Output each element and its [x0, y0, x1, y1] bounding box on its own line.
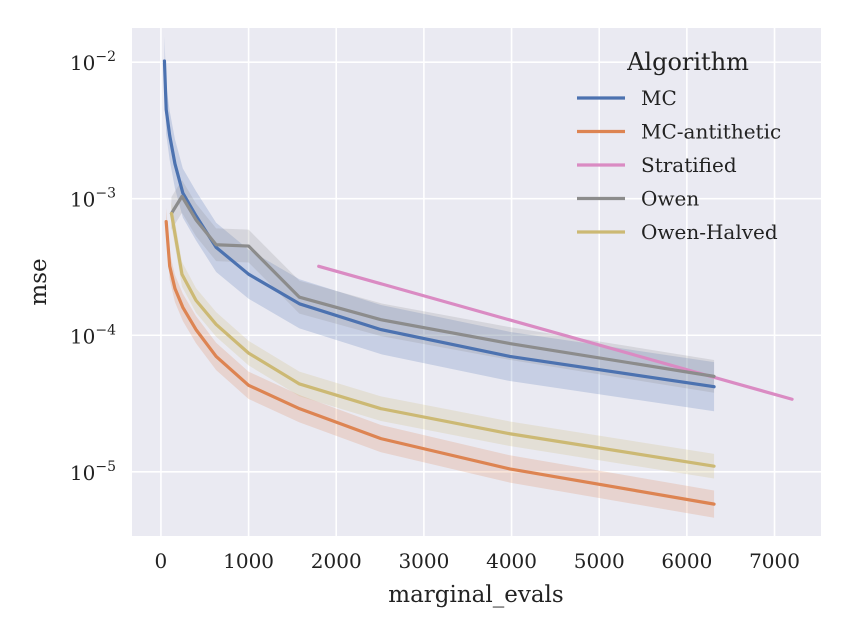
line-owen-halved — [169, 211, 716, 468]
legend-label-mc-antithetic: MC-antithetic — [641, 120, 781, 144]
legend-label-stratified: Stratified — [641, 153, 737, 177]
x-tick-labels: 0 1000 2000 3000 4000 5000 6000 7000 — [155, 549, 800, 573]
line-mc-antithetic — [164, 219, 716, 506]
x-tick-label: 4000 — [486, 549, 537, 573]
x-tick-label: 3000 — [398, 549, 449, 573]
legend-title: Algorithm — [626, 48, 749, 76]
x-tick-label: 0 — [155, 549, 168, 573]
y-tick-label: 10−2 — [70, 49, 116, 75]
legend-label-owen-halved: Owen-Halved — [641, 220, 778, 244]
band-owen-halved — [171, 201, 715, 479]
line-owen — [169, 194, 716, 378]
band-mc-antithetic — [166, 207, 715, 518]
legend-label-mc: MC — [641, 86, 677, 110]
y-tick-labels: 10−5 10−4 10−3 10−2 — [70, 49, 116, 485]
x-tick-label: 2000 — [311, 549, 362, 573]
plot-background — [132, 28, 821, 536]
x-tick-label: 5000 — [574, 549, 625, 573]
y-tick-label: 10−5 — [70, 459, 116, 485]
band-mc — [164, 36, 715, 412]
x-tick-label: 1000 — [223, 549, 274, 573]
y-axis-label: mse — [26, 258, 52, 305]
y-tick-label: 10−4 — [70, 322, 116, 348]
y-tick-label: 10−3 — [70, 186, 116, 212]
x-axis-label: marginal_evals — [388, 582, 563, 608]
x-tick-label: 7000 — [749, 549, 800, 573]
series-lines — [162, 59, 794, 506]
grid — [132, 28, 821, 536]
x-tick-label: 6000 — [661, 549, 712, 573]
legend: Algorithm MC MC-antithetic Stratified Owen O… — [577, 48, 781, 244]
legend-label-owen: Owen — [641, 187, 699, 211]
